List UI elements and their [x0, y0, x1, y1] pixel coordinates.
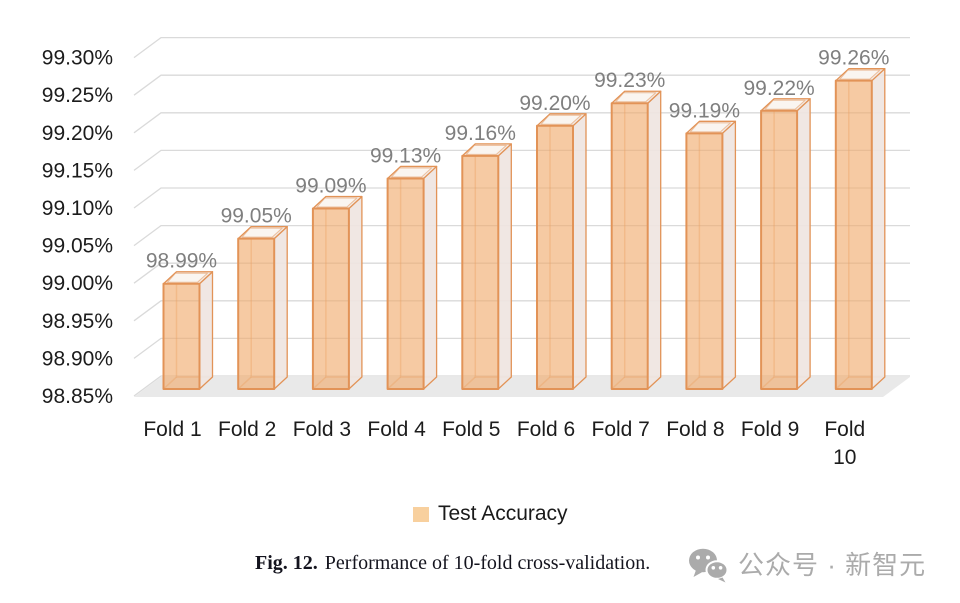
category-label: 10 — [833, 446, 856, 469]
bar-chart: 98.99% Fold 1 99.05% Fold 2 99.09% Fold 3 99.1… — [42, 36, 910, 469]
data-label: 99.20% — [519, 92, 590, 115]
category-label: Fold 4 — [367, 418, 426, 441]
gridline — [133, 74, 910, 96]
y-tick-label: 99.25% — [42, 84, 113, 107]
data-label: 99.09% — [295, 175, 366, 198]
bar-fold-10 — [834, 68, 886, 390]
category-label: Fold — [824, 418, 865, 441]
data-label: 99.13% — [370, 144, 441, 167]
y-tick-label: 98.85% — [42, 385, 113, 408]
bar-fold-2 — [237, 225, 288, 390]
y-tick-label: 99.20% — [42, 122, 113, 145]
caption-text: Performance of 10-fold cross-validation. — [324, 552, 651, 574]
y-tick-label: 99.30% — [42, 47, 113, 70]
y-tick-label: 99.10% — [42, 197, 113, 220]
data-label: 99.23% — [594, 69, 665, 92]
legend-swatch-icon — [413, 507, 429, 522]
y-tick-label: 98.95% — [42, 310, 113, 333]
bar-fold-7 — [610, 90, 662, 390]
y-tick-label: 99.00% — [42, 272, 113, 295]
category-label: Fold 1 — [143, 418, 201, 441]
bar-fold-9 — [760, 98, 811, 390]
data-label: 99.19% — [669, 99, 740, 122]
bar-fold-6 — [536, 113, 587, 390]
bar-fold-3 — [311, 195, 363, 390]
data-label: 99.05% — [221, 205, 292, 228]
legend-label: Test Accuracy — [438, 502, 568, 525]
gridline — [133, 36, 910, 59]
y-tick-label: 99.05% — [42, 235, 113, 258]
category-label: Fold 2 — [218, 418, 276, 441]
data-label: 99.22% — [743, 77, 814, 100]
category-label: Fold 3 — [293, 418, 351, 441]
y-tick-label: 98.90% — [42, 347, 113, 370]
watermark-text: 公众号 · 新智元 — [738, 550, 927, 580]
bar-fold-5 — [461, 143, 512, 390]
watermark: 公众号 · 新智元 — [687, 545, 926, 585]
figure-caption: Fig. 12. Performance of 10-fold cross-val… — [255, 552, 650, 575]
category-label: Fold 7 — [592, 418, 650, 441]
category-label: Fold 8 — [666, 418, 724, 441]
category-label: Fold 6 — [517, 418, 575, 441]
data-label: 99.16% — [445, 122, 516, 145]
data-label: 99.26% — [818, 47, 889, 70]
bar-fold-8 — [685, 120, 737, 390]
wechat-icon — [689, 548, 729, 583]
category-label: Fold 9 — [741, 418, 799, 441]
y-tick-label: 99.15% — [42, 159, 113, 182]
caption-number: Fig. 12. — [255, 552, 318, 574]
data-label: 98.99% — [146, 250, 217, 273]
bar-fold-4 — [386, 165, 438, 390]
bar-fold-1 — [162, 271, 214, 390]
legend: Test Accuracy — [413, 503, 568, 526]
category-label: Fold 5 — [442, 418, 500, 441]
